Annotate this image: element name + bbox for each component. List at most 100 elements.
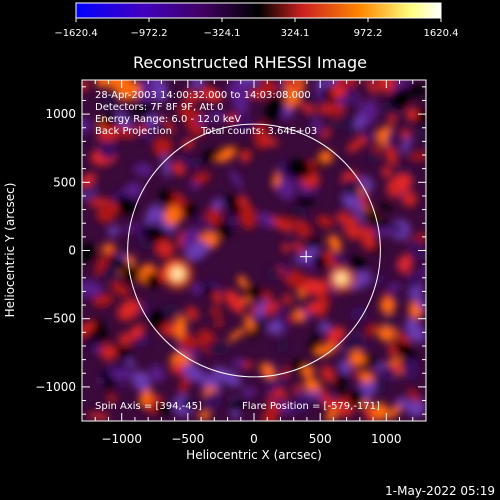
texture-blob — [238, 195, 248, 206]
y-tick-label: 0 — [68, 244, 76, 258]
texture-blob — [401, 191, 418, 207]
bright-sources — [163, 259, 354, 291]
texture-blob — [316, 215, 334, 228]
texture-blob — [227, 214, 239, 227]
texture-blob — [196, 115, 209, 126]
texture-blob — [291, 394, 312, 414]
texture-blob — [380, 202, 393, 211]
texture-blob — [206, 280, 223, 292]
texture-blob — [386, 283, 401, 293]
texture-blob — [152, 401, 174, 415]
texture-blob — [327, 234, 342, 252]
texture-blob — [309, 186, 320, 197]
x-axis-title: Heliocentric X (arcsec) — [186, 448, 322, 462]
axis-ticks — [82, 80, 426, 421]
texture-blob — [327, 101, 341, 119]
texture-blob — [135, 101, 152, 118]
texture-blob — [294, 246, 320, 264]
texture-blob — [280, 80, 302, 90]
texture-blob — [189, 181, 199, 191]
texture-blob — [342, 192, 363, 211]
texture-blob — [178, 376, 190, 394]
y-tick-label: 1000 — [45, 107, 76, 121]
texture-blob — [195, 215, 215, 234]
texture-blob — [205, 340, 230, 356]
texture-blob — [271, 396, 286, 407]
colorbar-ticks: −1620.4 −972.2 −324.1 324.1 972.2 1620.4 — [54, 18, 459, 39]
texture-blob — [368, 272, 388, 289]
texture-blob — [335, 212, 358, 225]
texture-blob — [82, 243, 97, 260]
texture-blob — [149, 364, 165, 383]
annotation-method: Back Projection — [95, 126, 172, 137]
texture-blob — [338, 359, 352, 375]
texture-blob — [380, 364, 397, 382]
texture-blob — [327, 120, 337, 132]
annotation-block: 28-Apr-2003 14:00:32.000 to 14:03:08.000… — [95, 90, 317, 137]
texture-blob — [215, 222, 232, 238]
texture-blob — [88, 197, 109, 207]
texture-blob — [379, 297, 396, 314]
x-tick-label: 1000 — [371, 432, 402, 446]
texture-blob — [335, 381, 348, 399]
texture-blob — [303, 377, 321, 393]
colorbar-tick-label: −1620.4 — [54, 28, 97, 39]
texture-blob — [346, 138, 364, 153]
texture-blob — [366, 150, 380, 165]
texture-blob — [91, 346, 103, 353]
texture-blob — [175, 155, 199, 168]
texture-blob — [350, 306, 368, 321]
texture-blob — [221, 195, 240, 205]
texture-blob — [407, 388, 421, 403]
x-tick-label: 0 — [250, 432, 258, 446]
texture-blob — [304, 112, 319, 120]
texture-blob — [384, 312, 395, 330]
x-tick-label: 500 — [309, 432, 332, 446]
texture-blob — [292, 384, 303, 394]
texture-blob — [243, 315, 256, 334]
texture-blob — [224, 289, 245, 314]
texture-blob — [366, 218, 391, 229]
spin-axis-label: Spin Axis = [394,-45] — [95, 401, 202, 412]
texture-blob — [264, 377, 287, 395]
texture-blob — [254, 300, 270, 320]
texture-blob — [184, 241, 210, 262]
texture-blob — [406, 397, 426, 417]
texture-blob — [362, 128, 375, 142]
texture-blob — [319, 321, 332, 333]
texture-blob — [321, 128, 330, 140]
texture-blob — [226, 113, 237, 123]
texture-blob — [212, 379, 236, 388]
texture-blob — [90, 137, 103, 149]
texture-blob — [314, 343, 337, 357]
texture-blob — [82, 172, 97, 187]
texture-blob — [140, 226, 167, 237]
texture-blob — [409, 84, 426, 97]
texture-blob — [130, 324, 145, 339]
colorbar-tick-label: −972.2 — [130, 28, 167, 39]
texture-blob — [107, 225, 120, 237]
texture-blob — [150, 80, 168, 103]
texture-blob — [302, 278, 329, 296]
texture-blob — [258, 211, 275, 229]
texture-blob — [388, 114, 397, 126]
texture-blob — [137, 80, 156, 105]
x-tick-label: −500 — [171, 432, 204, 446]
texture-blob — [123, 223, 141, 233]
texture-blob — [396, 341, 412, 352]
texture-blob — [92, 293, 114, 307]
texture-blob — [348, 350, 366, 367]
texture-blob — [82, 80, 89, 92]
texture-blob — [178, 332, 198, 352]
texture-blob — [266, 266, 280, 281]
texture-blob — [118, 332, 134, 347]
texture-blob — [389, 80, 411, 94]
texture-blob — [283, 236, 301, 246]
colorbar-tick-label: 1620.4 — [424, 28, 459, 39]
texture-blob — [213, 289, 223, 306]
texture-blob — [159, 189, 174, 206]
texture-blob — [172, 162, 185, 176]
texture-blob — [101, 243, 116, 253]
texture-blob — [406, 271, 422, 289]
texture-blob — [101, 93, 121, 112]
